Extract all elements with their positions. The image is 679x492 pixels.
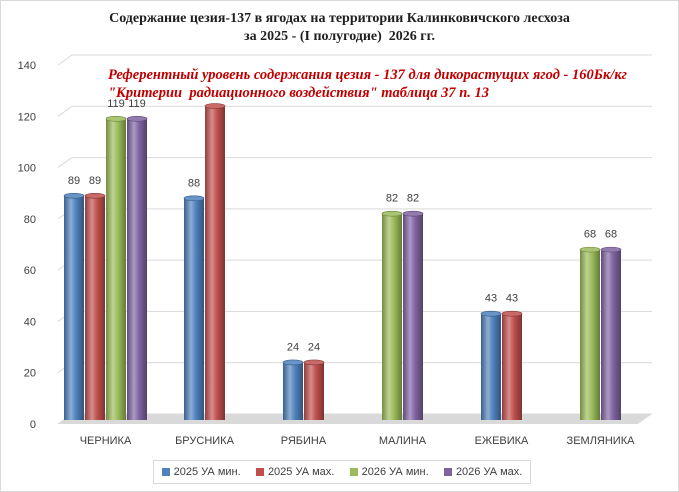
chart-legend: 2025 УА мин. 2025 УА мах. 2026 УА мин. 2…: [153, 460, 531, 484]
reference-level-annotation: Референтный уровень содержания цезия - 1…: [108, 66, 668, 102]
bar-5-series-3-top: [600, 246, 622, 253]
chart-floor: [58, 414, 652, 424]
bar-3-series-2: [382, 213, 402, 420]
bar-5-series-3: [601, 249, 621, 420]
annotation-line-1: Референтный уровень содержания цезия - 1…: [108, 67, 628, 83]
bar-0-series-1: [85, 195, 105, 420]
legend-swatch-2025-min: [161, 468, 170, 476]
x-tick-label-2: РЯБИНА: [281, 435, 327, 447]
bar-0-series-1-top: [84, 192, 106, 199]
bar-5-series-2: [580, 249, 600, 420]
bar-1-series-0-top: [183, 195, 205, 202]
gridline-depth-140: [57, 54, 73, 66]
y-tick-label-40: 40: [24, 316, 36, 328]
bar-3-series-3-top: [402, 210, 424, 217]
x-tick-label-3: МАЛИНА: [379, 435, 427, 447]
legend-label-2025-max: 2025 УА мах.: [267, 466, 335, 478]
legend-label-2026-max: 2026 УА мах.: [455, 466, 523, 478]
legend-item-2025-min: 2025 УА мин.: [161, 466, 241, 478]
chart-title-line-1: Содержание цезия-137 в ягодах на террито…: [109, 11, 570, 26]
legend-item-2026-min: 2026 УА мин.: [349, 466, 429, 478]
bar-1-series-1: [205, 106, 225, 421]
legend-swatch-2026-min: [349, 468, 358, 476]
annotation-line-2: "Критерии радиационного воздействия" таб…: [108, 85, 490, 101]
y-tick-label-140: 140: [18, 60, 36, 72]
y-tick-label-120: 120: [18, 111, 36, 123]
bar-1-series-1-top: [204, 103, 226, 109]
legend-item-2026-max: 2026 УА мах.: [443, 466, 523, 478]
bar-1-series-0: [184, 198, 204, 420]
bar-0-series-2: [106, 118, 126, 420]
bar-4-series-0: [481, 313, 501, 420]
bar-4-series-0-top: [480, 310, 502, 317]
y-tick-label-20: 20: [24, 368, 36, 380]
data-label-0-series-2: 119: [107, 98, 125, 110]
data-label-5-series-3: 68: [605, 229, 617, 241]
bar-5-series-2-top: [579, 246, 601, 253]
x-tick-label-4: ЕЖЕВИКА: [475, 435, 529, 447]
data-label-0-series-0: 89: [68, 175, 80, 187]
bar-2-series-1-top: [303, 359, 325, 366]
bar-2-series-0-top: [282, 359, 304, 366]
data-label-5-series-2: 68: [584, 229, 596, 241]
y-tick-label-60: 60: [24, 265, 36, 277]
data-label-4-series-1: 43: [506, 293, 518, 305]
bar-4-series-1: [502, 313, 522, 420]
bar-2-series-1: [304, 362, 324, 420]
y-tick-label-0: 0: [30, 419, 36, 431]
legend-swatch-2026-max: [443, 468, 452, 476]
data-label-4-series-0: 43: [485, 293, 497, 305]
legend-label-2025-min: 2025 УА мин.: [173, 466, 241, 478]
x-tick-label-1: БРУСНИКА: [175, 435, 235, 447]
bar-2-series-0: [283, 362, 303, 420]
data-label-0-series-1: 89: [89, 175, 101, 187]
data-label-3-series-3: 82: [407, 193, 419, 205]
y-tick-label-100: 100: [18, 163, 36, 175]
legend-item-2025-max: 2025 УА мах.: [255, 466, 335, 478]
gridline-depth-120: [57, 105, 73, 117]
chart-title: Содержание цезия-137 в ягодах на террито…: [0, 10, 679, 46]
legend-swatch-2025-max: [255, 468, 264, 476]
bar-0-series-3-top: [126, 116, 148, 122]
data-label-0-series-3: 119: [128, 98, 146, 110]
x-tick-label-5: ЗЕМЛЯНИКА: [567, 435, 636, 447]
bar-0-series-0: [64, 195, 84, 420]
data-label-3-series-2: 82: [386, 193, 398, 205]
bar-0-series-0-top: [63, 192, 85, 199]
gridline-depth-100: [57, 157, 73, 168]
bar-3-series-3: [403, 213, 423, 420]
bar-3-series-2-top: [381, 210, 403, 217]
bar-4-series-1-top: [501, 310, 523, 317]
bar-0-series-3: [127, 118, 147, 420]
data-label-2-series-1: 24: [308, 341, 320, 353]
data-label-1-series-0: 88: [188, 177, 200, 189]
x-tick-label-0: ЧЕРНИКА: [80, 435, 132, 447]
data-label-2-series-0: 24: [287, 341, 299, 353]
legend-label-2026-min: 2026 УА мин.: [361, 466, 429, 478]
bar-0-series-2-top: [105, 116, 127, 122]
y-tick-label-80: 80: [24, 214, 36, 226]
chart-title-line-2: за 2025 - (I полугодие) 2026 гг.: [244, 29, 435, 44]
